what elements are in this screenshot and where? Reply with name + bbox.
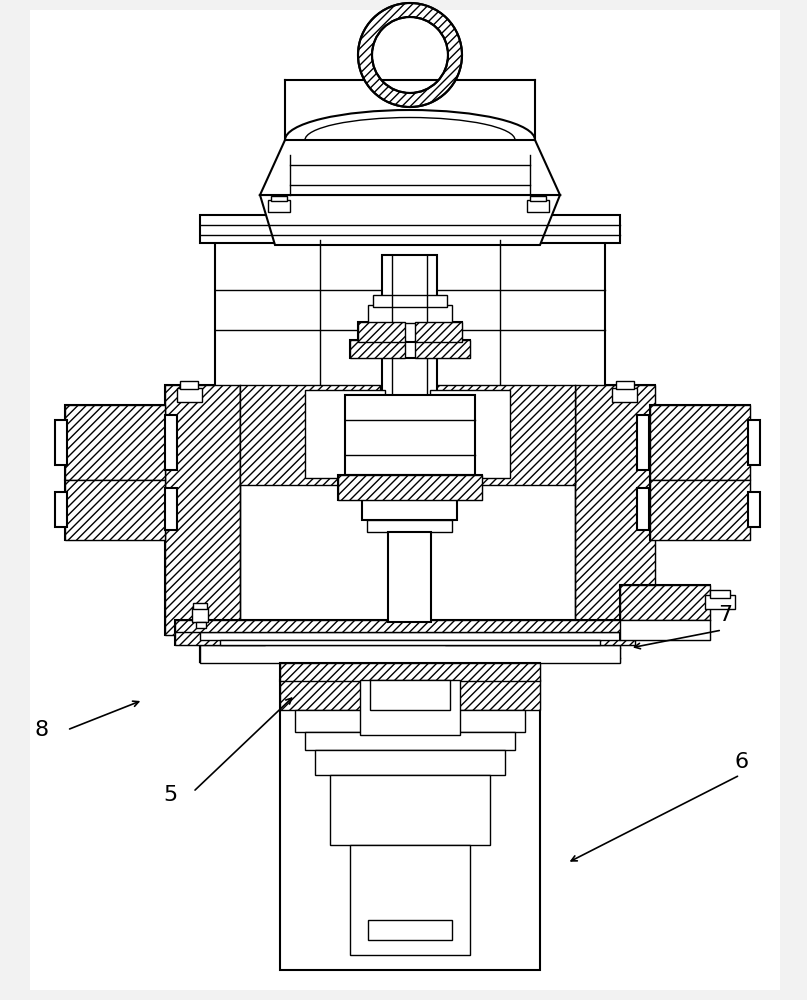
Bar xyxy=(616,381,634,389)
Bar xyxy=(368,305,452,323)
Bar xyxy=(240,385,380,485)
Bar xyxy=(338,475,482,500)
Bar xyxy=(330,775,490,845)
Bar xyxy=(705,595,735,609)
Bar xyxy=(280,680,540,970)
Bar xyxy=(175,630,265,645)
Bar xyxy=(280,663,540,681)
Bar xyxy=(305,732,515,750)
Bar xyxy=(367,520,452,532)
Bar xyxy=(612,388,637,402)
Bar xyxy=(180,381,198,389)
Bar xyxy=(315,750,505,775)
Bar xyxy=(345,395,475,475)
Bar xyxy=(650,405,750,480)
Bar xyxy=(193,603,207,609)
Bar xyxy=(271,196,287,201)
Bar xyxy=(55,492,67,527)
Bar xyxy=(620,620,710,640)
Bar xyxy=(192,608,208,622)
Bar xyxy=(350,340,405,358)
Text: 8: 8 xyxy=(35,720,49,740)
Bar xyxy=(196,622,206,628)
Bar xyxy=(220,640,600,645)
Bar xyxy=(362,500,457,520)
Bar xyxy=(637,415,649,470)
Bar xyxy=(368,920,452,940)
Bar xyxy=(415,340,470,358)
Bar xyxy=(373,295,447,307)
Bar xyxy=(280,663,540,681)
Bar xyxy=(215,240,605,390)
Bar xyxy=(358,322,462,342)
Bar xyxy=(165,385,655,635)
Bar xyxy=(650,405,750,480)
Bar xyxy=(305,390,385,478)
Bar xyxy=(575,385,655,635)
Bar xyxy=(268,200,290,212)
Bar xyxy=(165,385,240,635)
Bar xyxy=(748,420,760,465)
Bar xyxy=(200,215,620,243)
Bar xyxy=(360,680,460,735)
Bar xyxy=(650,480,750,540)
Bar xyxy=(527,200,549,212)
Bar xyxy=(65,480,165,540)
Bar xyxy=(650,480,750,540)
Text: 7: 7 xyxy=(718,605,732,625)
Bar xyxy=(370,680,450,710)
Bar xyxy=(620,585,710,620)
Bar xyxy=(65,405,165,480)
Bar xyxy=(710,590,730,598)
Bar xyxy=(55,420,67,465)
Bar xyxy=(65,405,165,480)
Bar xyxy=(530,196,546,201)
Bar xyxy=(175,620,635,632)
Bar xyxy=(165,415,177,470)
Polygon shape xyxy=(260,195,560,245)
Text: 5: 5 xyxy=(163,785,177,805)
Bar xyxy=(200,640,620,662)
Bar xyxy=(382,255,437,435)
Bar xyxy=(200,632,620,640)
Bar xyxy=(350,340,470,358)
Bar xyxy=(637,488,649,530)
Bar xyxy=(415,322,462,342)
Bar xyxy=(358,322,405,342)
Bar xyxy=(175,620,635,632)
Bar xyxy=(748,492,760,527)
Bar xyxy=(338,475,482,500)
Polygon shape xyxy=(260,140,560,195)
Bar xyxy=(445,630,635,645)
Bar xyxy=(200,645,620,663)
Bar xyxy=(620,585,710,640)
Wedge shape xyxy=(358,3,462,107)
Bar xyxy=(350,845,470,955)
Bar xyxy=(165,488,177,530)
Bar xyxy=(435,385,575,485)
Bar xyxy=(65,480,165,540)
Bar xyxy=(430,390,510,478)
Bar xyxy=(295,710,525,732)
Bar xyxy=(200,640,620,662)
Bar xyxy=(280,680,540,710)
Bar xyxy=(177,388,202,402)
Bar xyxy=(388,532,431,622)
Bar xyxy=(175,630,635,645)
Text: 6: 6 xyxy=(735,752,749,772)
